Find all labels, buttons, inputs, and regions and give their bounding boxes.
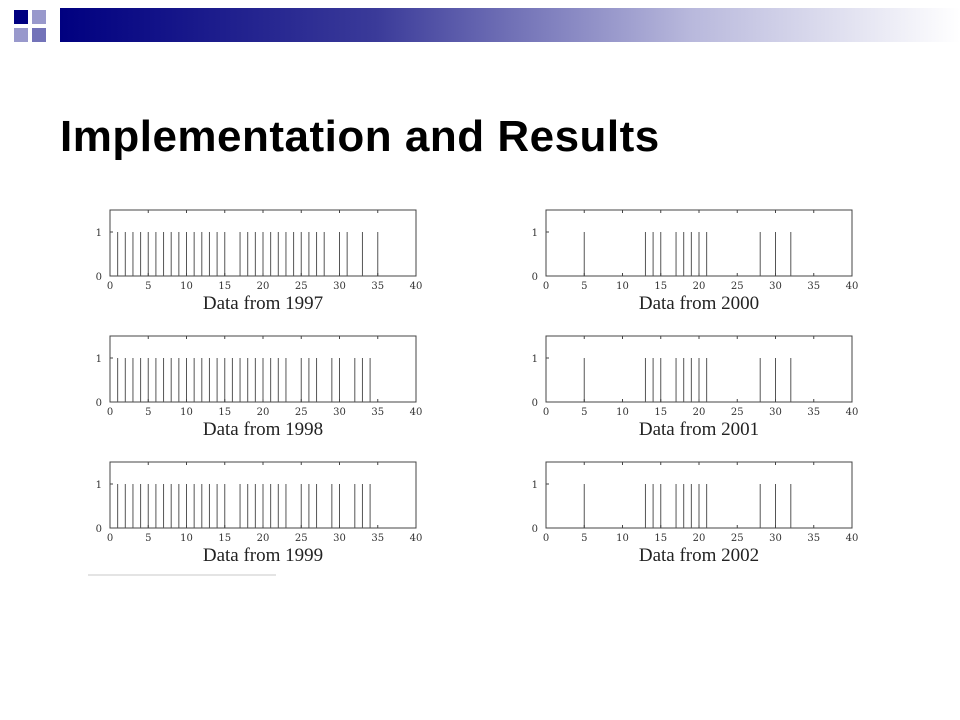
x-tick-label: 0 [543, 533, 549, 544]
x-tick-label: 10 [616, 281, 629, 292]
x-tick-label: 30 [333, 281, 346, 292]
x-tick-label: 35 [371, 407, 384, 418]
x-tick-label: 0 [543, 281, 549, 292]
x-tick-label: 5 [581, 281, 587, 292]
x-tick-label: 40 [410, 533, 423, 544]
banner-square-light-2 [14, 28, 28, 42]
x-tick-label: 10 [180, 533, 193, 544]
x-tick-label: 25 [731, 407, 744, 418]
header-banner [14, 8, 960, 42]
x-tick-label: 0 [107, 407, 113, 418]
y-tick-label: 1 [96, 354, 102, 365]
y-tick-label: 0 [96, 398, 102, 409]
x-tick-label: 30 [333, 407, 346, 418]
y-tick-label: 0 [532, 398, 538, 409]
x-tick-label: 5 [145, 533, 151, 544]
x-tick-label: 30 [769, 407, 782, 418]
chart-4: 0 5 10 15 20 25 30 35 40 0 1 Data from 2000 [532, 209, 859, 314]
x-tick-label: 20 [693, 533, 706, 544]
x-tick-label: 0 [107, 533, 113, 544]
x-tick-label: 5 [581, 533, 587, 544]
x-tick-label: 40 [846, 407, 859, 418]
x-tick-label: 40 [846, 533, 859, 544]
x-tick-label: 15 [654, 533, 667, 544]
x-tick-label: 20 [257, 533, 270, 544]
x-tick-label: 25 [731, 533, 744, 544]
chart-caption: Data from 1997 [203, 293, 323, 314]
x-tick-label: 0 [107, 281, 113, 292]
x-tick-label: 5 [145, 407, 151, 418]
x-tick-label: 15 [218, 281, 231, 292]
y-tick-label: 0 [96, 272, 102, 283]
y-tick-label: 1 [532, 228, 538, 239]
chart-6: 0 5 10 15 20 25 30 35 40 0 1 Data from 2002 [532, 461, 859, 566]
x-tick-label: 35 [807, 281, 820, 292]
x-tick-label: 15 [218, 533, 231, 544]
x-tick-label: 10 [180, 407, 193, 418]
y-tick-label: 1 [532, 480, 538, 491]
chart-1: 0 5 10 15 20 25 30 35 40 0 1 Data from 1997 [96, 209, 423, 314]
x-tick-label: 35 [807, 407, 820, 418]
slide-title: Implementation and Results [60, 112, 660, 161]
x-tick-label: 35 [371, 533, 384, 544]
chart-5: 0 5 10 15 20 25 30 35 40 0 1 Data from 2001 [532, 335, 859, 440]
x-tick-label: 5 [581, 407, 587, 418]
x-tick-label: 20 [693, 281, 706, 292]
chart-caption: Data from 1999 [203, 545, 323, 566]
x-tick-label: 15 [654, 407, 667, 418]
chart-2: 0 5 10 15 20 25 30 35 40 0 1 Data from 1998 [96, 335, 423, 440]
x-tick-label: 35 [371, 281, 384, 292]
x-tick-label: 20 [693, 407, 706, 418]
x-tick-label: 30 [333, 533, 346, 544]
chart-3: 0 5 10 15 20 25 30 35 40 0 1 Data from 1999 [96, 461, 423, 566]
chart-caption: Data from 1998 [203, 419, 323, 440]
y-tick-label: 0 [532, 524, 538, 535]
x-tick-label: 25 [295, 407, 308, 418]
x-tick-label: 20 [257, 281, 270, 292]
x-tick-label: 40 [410, 281, 423, 292]
x-tick-label: 25 [731, 281, 744, 292]
chart-caption: Data from 2000 [639, 293, 759, 314]
x-tick-label: 35 [807, 533, 820, 544]
banner-square-light-1 [32, 10, 46, 24]
chart-caption: Data from 2001 [639, 419, 759, 440]
banner-square-dark-2 [32, 28, 46, 42]
y-tick-label: 0 [532, 272, 538, 283]
x-tick-label: 0 [543, 407, 549, 418]
chart-caption: Data from 2002 [639, 545, 759, 566]
x-tick-label: 10 [180, 281, 193, 292]
x-tick-label: 15 [218, 407, 231, 418]
banner-gradient-bar [60, 8, 960, 42]
x-tick-label: 20 [257, 407, 270, 418]
y-tick-label: 1 [96, 228, 102, 239]
y-tick-label: 1 [96, 480, 102, 491]
x-tick-label: 15 [654, 281, 667, 292]
y-tick-label: 0 [96, 524, 102, 535]
x-tick-label: 10 [616, 533, 629, 544]
x-tick-label: 40 [846, 281, 859, 292]
x-tick-label: 10 [616, 407, 629, 418]
x-tick-label: 5 [145, 281, 151, 292]
x-tick-label: 30 [769, 281, 782, 292]
banner-square-dark [14, 10, 28, 24]
x-tick-label: 25 [295, 533, 308, 544]
x-tick-label: 30 [769, 533, 782, 544]
x-tick-label: 40 [410, 407, 423, 418]
x-tick-label: 25 [295, 281, 308, 292]
y-tick-label: 1 [532, 354, 538, 365]
